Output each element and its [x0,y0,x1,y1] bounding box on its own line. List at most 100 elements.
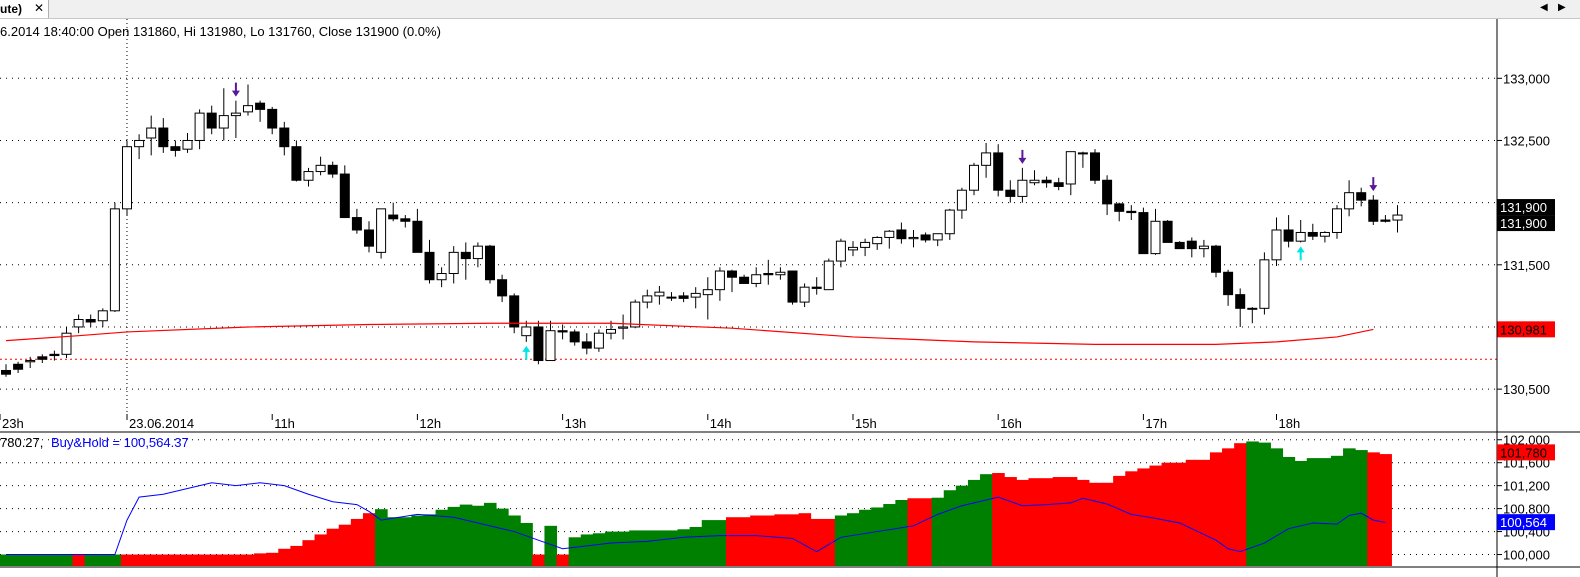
price-tick-label: 131,500 [1503,258,1550,273]
candle-body [1126,210,1137,214]
candle-body [364,229,374,247]
candle-body [497,279,508,297]
equity-bar [290,545,303,566]
equity-bar [1209,452,1223,566]
candle-body [315,164,326,173]
candle-body [13,363,24,370]
candle-body [981,152,992,166]
sell-arrow-icon [231,82,240,97]
candle-body [206,112,217,129]
candle-body [339,173,350,219]
equity-bar [725,517,751,566]
candle-down [727,269,737,293]
equity-bar [907,498,933,566]
candle-down [279,121,290,156]
candle-body [1017,179,1028,197]
candle-up [714,267,725,301]
price-tag-bg [1497,321,1555,338]
candle-body [134,139,145,148]
candle-down [787,270,798,305]
price-pane [1,82,1403,377]
equity-bar [1258,442,1271,566]
candle-body [521,326,532,337]
candle-down [1307,223,1318,240]
candle-up [932,233,943,247]
candle-body [1114,203,1125,212]
candle-up [1259,252,1270,315]
candle-up [666,292,677,301]
candle-body [122,146,132,210]
equity-bar [338,524,352,566]
equity-bar [1355,450,1368,566]
price-tag-label: 130,981 [1500,322,1547,337]
equity-bar [375,509,388,566]
equity-bar [1088,482,1114,566]
equity-bar [447,506,461,566]
candle-up [376,208,387,259]
price-tag-bg [1497,199,1555,216]
candle-down [993,144,1004,197]
candle-down [1211,244,1221,278]
equity-header: 780.27, Buy&Hold = 100,564.37 [0,435,189,450]
equity-bar [459,504,473,566]
price-tag: 130,981 [1497,321,1555,338]
candle-body [678,295,689,299]
candle-up [702,277,713,320]
equity-bar [1052,477,1078,566]
equity-bar [955,485,969,566]
price-tag-label: 131,900 [1500,200,1547,215]
candle-down [811,277,822,295]
axes: 133,000 132,500 131,500 130,500 23h 23.06.201… [0,19,1580,577]
candle-body [327,164,338,175]
triangle-left-icon[interactable]: ◀ [1540,2,1548,13]
candle-body [1259,259,1270,309]
equity-bar [314,534,328,566]
time-tick-label: 14h [710,416,732,431]
candle-body [49,353,60,357]
equity-bar [411,515,424,566]
candle-up [122,140,132,216]
candle-down [85,314,96,327]
candle-body [606,328,616,334]
candle-down [1223,269,1234,306]
equity-bar [1076,479,1090,566]
candle-down [1138,207,1149,255]
candle-body [303,171,314,181]
close-icon[interactable]: ✕ [34,1,45,15]
chart-canvas: 133,000 132,500 131,500 130,500 23h 23.06.201… [0,19,1580,577]
candle-down [1235,288,1246,327]
equity-bar [483,502,497,566]
price-tick-label: 132,500 [1503,133,1550,148]
candle-body [1344,192,1355,210]
candle-body [727,270,737,278]
candle-up [545,320,556,362]
candle-down [678,292,689,303]
equity-tag-bg [1497,444,1555,461]
equity-bar [254,553,267,566]
candle-down [255,100,266,122]
candle-up [1344,180,1355,217]
equity-bar [387,517,412,566]
equity-bar [834,515,848,566]
equity-bar [241,554,255,566]
candle-body [908,236,919,240]
triangle-right-icon[interactable]: ▶ [1558,2,1566,13]
candle-body [739,276,750,284]
time-tick-label: 12h [419,416,441,431]
tab-title: ute) [0,2,22,16]
candle-up [1332,205,1342,239]
candle-down [763,259,774,285]
equity-bar [435,509,449,566]
candle-up [908,229,919,248]
candle-body [944,209,955,235]
candle-down [37,354,48,364]
equity-bar [967,479,981,566]
price-tag-label: 131,900 [1500,216,1547,231]
candle-up [823,258,834,291]
candle-body [823,260,834,291]
candle-body [400,218,411,222]
candle-body [218,115,229,129]
equity-bar [0,554,74,566]
chart-tab[interactable]: ute) ✕ [0,0,49,18]
candle-up [1017,167,1028,203]
